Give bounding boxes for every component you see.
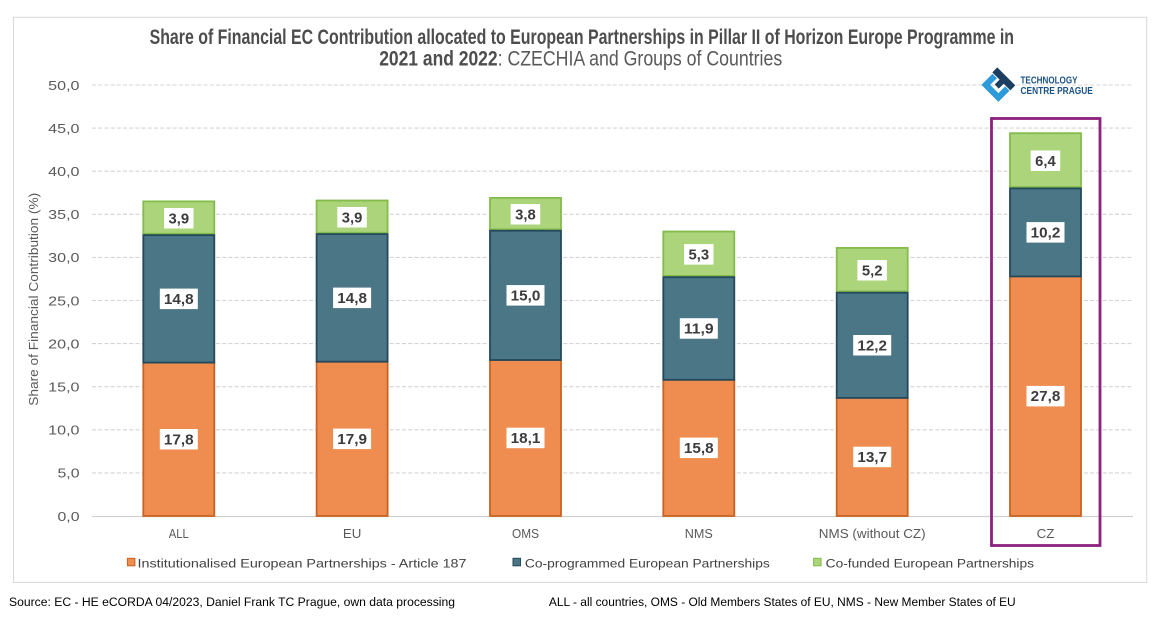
svg-text:10,0: 10,0	[48, 423, 79, 438]
svg-text:: CZECHIA and Groups of Countr: : CZECHIA and Groups of Countries	[498, 46, 783, 70]
svg-text:11,9: 11,9	[684, 322, 714, 338]
svg-text:20,0: 20,0	[48, 336, 79, 351]
svg-text:13,7: 13,7	[857, 450, 887, 466]
svg-text:6,4: 6,4	[1035, 154, 1056, 170]
svg-text:15,8: 15,8	[684, 441, 714, 457]
svg-text:15,0: 15,0	[48, 380, 79, 395]
svg-text:5,2: 5,2	[862, 263, 883, 279]
svg-text:10,2: 10,2	[1031, 225, 1061, 241]
svg-text:45,0: 45,0	[48, 121, 79, 136]
svg-text:40,0: 40,0	[48, 164, 79, 179]
svg-text:ALL: ALL	[169, 526, 189, 541]
svg-text:17,8: 17,8	[164, 432, 194, 448]
svg-text:14,8: 14,8	[337, 291, 367, 307]
svg-text:15,0: 15,0	[511, 288, 541, 304]
svg-text:Share of Financial EC Contribu: Share of Financial EC Contribution alloc…	[150, 25, 1014, 49]
svg-text:Co-funded European Partnership: Co-funded European Partnerships	[826, 557, 1034, 571]
svg-text:5,0: 5,0	[58, 466, 80, 481]
svg-text:30,0: 30,0	[48, 250, 79, 265]
svg-text:35,0: 35,0	[48, 207, 79, 222]
svg-text:3,9: 3,9	[169, 211, 190, 227]
svg-text:Source: EC - HE eCORDA 04/2023: Source: EC - HE eCORDA 04/2023, Daniel F…	[9, 595, 455, 609]
svg-text:TECHNOLOGY: TECHNOLOGY	[1021, 75, 1078, 86]
svg-text:Institutionalised European Par: Institutionalised European Partnerships …	[138, 557, 467, 571]
svg-text:NMS: NMS	[685, 526, 713, 541]
svg-text:27,8: 27,8	[1031, 389, 1061, 405]
svg-text:25,0: 25,0	[48, 293, 79, 308]
svg-text:3,9: 3,9	[342, 210, 363, 226]
svg-text:50,0: 50,0	[48, 78, 79, 93]
svg-text:ALL - all countries, OMS - Old: ALL - all countries, OMS - Old Members S…	[549, 595, 1016, 609]
svg-text:OMS: OMS	[512, 526, 539, 541]
svg-text:18,1: 18,1	[511, 431, 541, 447]
svg-text:2021 and 2022: 2021 and 2022	[379, 46, 497, 70]
svg-text:0,0: 0,0	[58, 509, 80, 524]
svg-text:Share of Financial Contributi: Share of Financial Contribution (%)	[26, 193, 41, 406]
svg-text:Co-programmed European Partner: Co-programmed European Partnerships	[525, 557, 770, 571]
svg-text:5,3: 5,3	[689, 247, 710, 263]
svg-text:CZ: CZ	[1037, 526, 1055, 541]
svg-text:17,9: 17,9	[337, 432, 367, 448]
svg-text:14,8: 14,8	[164, 292, 194, 308]
svg-text:3,8: 3,8	[515, 207, 536, 223]
svg-text:CENTRE PRAGUE: CENTRE PRAGUE	[1021, 86, 1094, 97]
svg-text:12,2: 12,2	[857, 338, 887, 354]
svg-text:EU: EU	[343, 526, 361, 541]
svg-text:NMS (without CZ): NMS (without CZ)	[819, 526, 926, 541]
